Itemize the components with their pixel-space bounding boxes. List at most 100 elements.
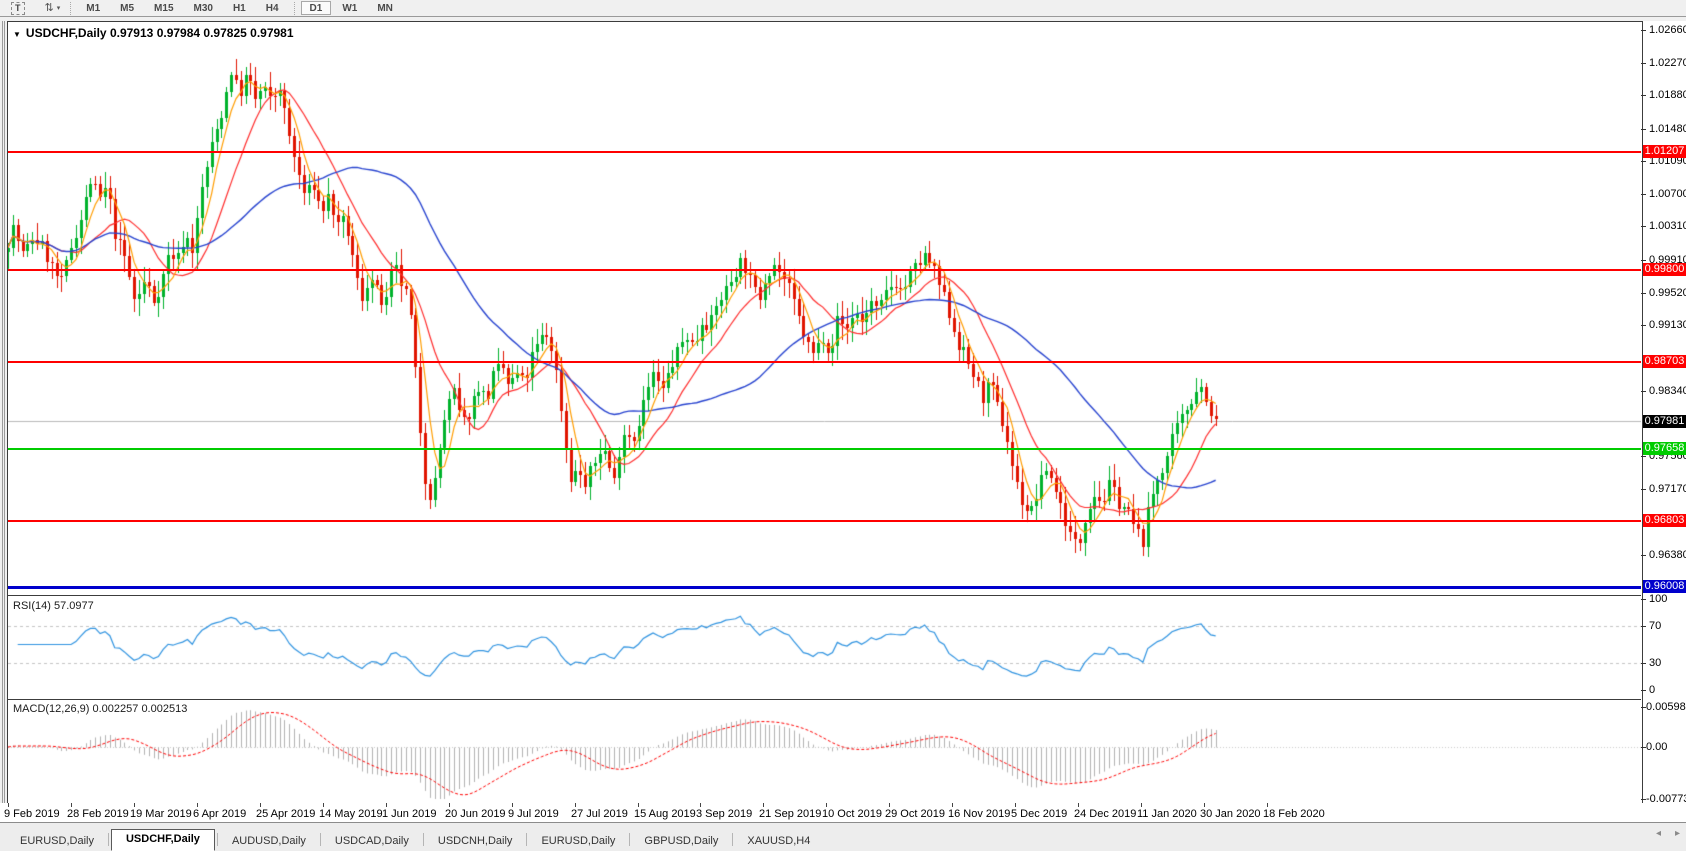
text-tool-button[interactable]: T [6,1,30,16]
date-tick-mark [889,803,890,807]
date-tick-label: 1 Jun 2019 [382,808,437,820]
date-tick-label: 21 Sep 2019 [759,808,822,820]
tab-scroll-controls: ◂ ▸ [1656,829,1680,839]
date-tick-label: 20 Jun 2019 [445,808,506,820]
toolbar-separator [70,1,72,15]
timeframe-button-m15[interactable]: M15 [145,1,182,15]
date-tick-mark [1015,803,1016,807]
tab-item-usdcnh-daily[interactable]: USDCNH,Daily [437,835,513,847]
tab-divider [216,833,218,846]
timeframe-button-m5[interactable]: M5 [111,1,143,15]
date-tick-mark [323,803,324,807]
window-edge-line [4,21,5,804]
date-tick-mark [260,803,261,807]
date-tick-label: 16 Nov 2019 [948,808,1011,820]
date-tick-mark [386,803,387,807]
date-tick-label: 19 Mar 2019 [130,808,192,820]
date-tick-mark [1078,803,1079,807]
timeframe-group: M1 M5 M15 M30 H1 H4 D1 W1 MN [76,1,403,15]
tab-item-xauusd-h4[interactable]: XAUUSD,H4 [747,835,811,847]
date-axis[interactable]: 9 Feb 2019 28 Feb 2019 19 Mar 2019 6 Apr 20… [0,803,1686,822]
chart-symbol: USDCHF,Daily [25,26,107,40]
date-tick-label: 27 Jul 2019 [571,808,628,820]
date-tick-mark [638,803,639,807]
tab-divider [422,833,424,846]
arrows-icon: ⇅ [44,2,54,14]
date-tick-label: 15 Aug 2019 [634,808,696,820]
ohlc-high: 0.97984 [156,26,201,40]
timeframe-button-h4[interactable]: H4 [257,1,288,15]
resistance-line[interactable] [8,361,1641,363]
date-tick-mark [512,803,513,807]
date-tick-mark [71,803,72,807]
tab-divider [629,833,631,846]
timeframe-button-d1[interactable]: D1 [300,1,332,15]
toolbar-separator [293,1,295,15]
date-tick-label: 25 Apr 2019 [256,808,316,820]
date-tick-mark [763,803,764,807]
date-tick-label: 30 Jan 2020 [1200,808,1261,820]
tab-item-gbpusd-daily[interactable]: GBPUSD,Daily [644,835,719,847]
date-tick-label: 10 Oct 2019 [822,808,882,820]
tab-scroll-left-icon[interactable]: ◂ [1655,828,1661,839]
rsi-indicator-label: RSI(14) 57.0977 [13,600,94,612]
date-tick-label: 28 Feb 2019 [67,808,129,820]
date-tick-label: 29 Oct 2019 [885,808,945,820]
tab-divider [107,833,109,846]
support-line[interactable] [8,586,1641,589]
tab-item-usdcad-daily[interactable]: USDCAD,Daily [334,835,409,847]
support-line[interactable] [8,448,1641,450]
macd-panel-separator[interactable] [7,699,1641,700]
date-tick-mark [1204,803,1205,807]
ohlc-open: 0.97913 [109,26,154,40]
tab-divider [732,833,734,846]
resistance-line[interactable] [8,269,1641,271]
date-tick-label: 18 Feb 2020 [1263,808,1325,820]
date-tick-label: 3 Sep 2019 [696,808,753,820]
ohlc-close: 0.97981 [250,26,294,40]
date-tick-mark [134,803,135,807]
tab-item-eurusd-daily[interactable]: EURUSD,Daily [541,835,616,847]
chart-window: ▼ USDCHF,Daily 0.97913 0.97984 0.97825 0.… [7,21,1643,804]
date-tick-mark [826,803,827,807]
timeframe-button-w1[interactable]: W1 [333,1,366,15]
chart-title: ▼ USDCHF,Daily 0.97913 0.97984 0.97825 0.… [13,26,294,40]
tab-scroll-right-icon[interactable]: ▸ [1674,828,1680,839]
window-edge-line [2,21,3,804]
price-axis[interactable] [1643,21,1686,804]
timeframe-button-mn[interactable]: MN [368,1,402,15]
top-toolbar: T ⇅ ▾ M1 M5 M15 M30 H1 H4 D1 W1 MN [0,0,1686,17]
timeframe-button-h1[interactable]: H1 [224,1,255,15]
tab-item-eurusd-daily[interactable]: EURUSD,Daily [20,835,94,847]
date-tick-label: 24 Dec 2019 [1074,808,1137,820]
date-tick-mark [575,803,576,807]
chart-tab-bar: EURUSD,Daily USDCHF,Daily AUDUSD,Daily USDC… [0,822,1686,851]
macd-indicator-label: MACD(12,26,9) 0.002257 0.002513 [13,703,188,715]
timeframe-button-m1[interactable]: M1 [77,1,109,15]
date-tick-mark [952,803,953,807]
date-tick-mark [700,803,701,807]
price-chart-canvas[interactable] [8,22,1641,802]
tab-item-audusd-daily[interactable]: AUDUSD,Daily [231,835,306,847]
support-line[interactable] [8,520,1641,522]
date-tick-label: 11 Jan 2020 [1137,808,1197,820]
date-tick-label: 5 Dec 2019 [1011,808,1068,820]
tab-divider [319,833,321,846]
ohlc-low: 0.97825 [203,26,247,40]
resistance-line[interactable] [8,151,1641,153]
tab-divider [526,833,528,846]
date-tick-mark [1267,803,1268,807]
timeframe-button-m30[interactable]: M30 [185,1,222,15]
date-tick-label: 9 Jul 2019 [508,808,559,820]
date-tick-mark [1141,803,1142,807]
rsi-panel-separator[interactable] [7,595,1641,596]
chevron-down-icon: ▾ [56,5,61,12]
date-tick-mark [449,803,450,807]
arrow-style-button[interactable]: ⇅ ▾ [40,1,66,16]
date-tick-label: 9 Feb 2019 [4,808,60,820]
tab-item-usdchf-daily[interactable]: USDCHF,Daily [110,829,215,851]
collapse-icon[interactable]: ▼ [13,30,21,39]
date-tick-mark [197,803,198,807]
date-tick-label: 6 Apr 2019 [193,808,247,820]
date-tick-mark [8,803,9,807]
